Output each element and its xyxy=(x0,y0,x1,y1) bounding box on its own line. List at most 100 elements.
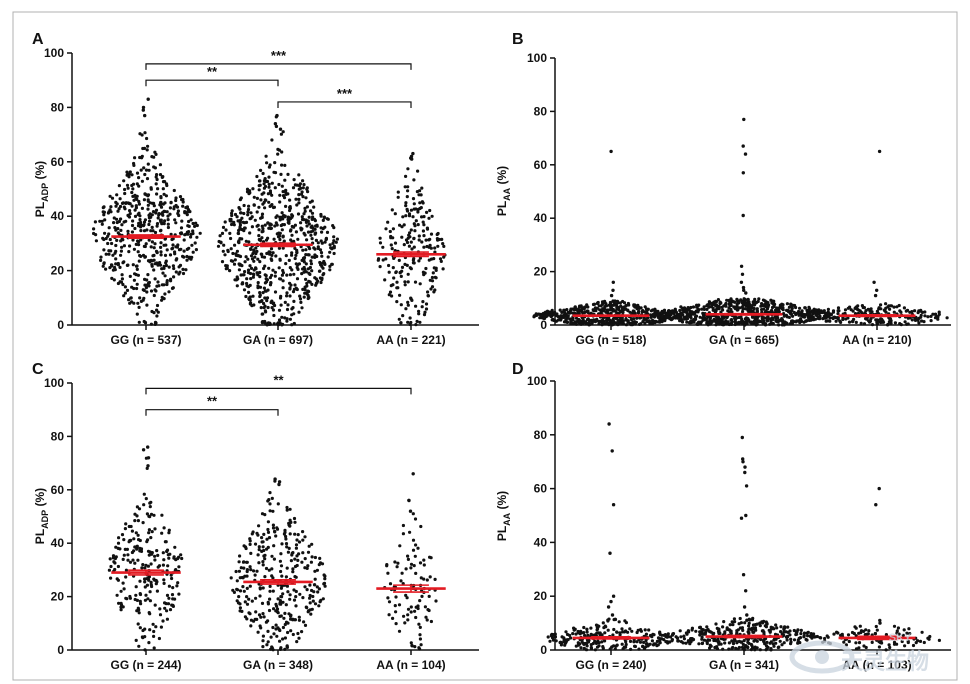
data-point xyxy=(136,240,141,244)
data-point xyxy=(266,629,270,634)
data-point xyxy=(182,238,186,242)
data-point xyxy=(173,218,177,222)
data-point xyxy=(102,213,106,217)
data-point xyxy=(132,537,136,541)
data-point xyxy=(117,601,121,605)
data-point xyxy=(308,596,312,600)
data-point xyxy=(189,218,193,222)
data-point xyxy=(149,289,154,293)
data-point xyxy=(120,533,125,537)
data-point xyxy=(279,614,283,618)
data-point xyxy=(217,239,221,244)
data-point xyxy=(154,175,158,179)
data-point xyxy=(742,605,747,609)
data-point xyxy=(728,303,732,307)
data-point xyxy=(765,622,769,626)
data-point xyxy=(288,597,292,601)
data-point xyxy=(271,523,275,527)
figure-border xyxy=(12,11,958,681)
data-point xyxy=(644,307,649,311)
y-tick-label: 0 xyxy=(57,318,64,332)
point-cluster xyxy=(216,113,339,327)
data-point xyxy=(269,647,273,651)
data-point xyxy=(262,182,266,186)
data-point xyxy=(741,321,745,325)
data-point xyxy=(301,551,305,555)
point-cluster xyxy=(229,477,327,652)
data-point xyxy=(148,515,152,519)
data-point xyxy=(165,549,169,553)
data-point xyxy=(142,319,146,324)
data-point xyxy=(685,315,689,319)
data-point xyxy=(147,528,151,532)
data-point xyxy=(137,608,141,612)
data-point xyxy=(149,186,153,190)
watermark: 天灵生物 SKY xyxy=(789,632,929,674)
data-point xyxy=(782,312,786,316)
data-point xyxy=(624,640,628,644)
data-point xyxy=(416,169,420,173)
data-point xyxy=(126,263,130,267)
data-point xyxy=(147,641,151,645)
x-category-label: GA (n = 341) xyxy=(709,658,779,672)
data-point xyxy=(245,574,249,578)
data-point xyxy=(147,222,151,227)
data-point xyxy=(768,317,772,321)
data-point xyxy=(167,556,171,560)
data-point xyxy=(610,613,615,617)
data-point xyxy=(286,172,290,176)
data-point xyxy=(716,640,720,644)
data-point xyxy=(280,315,284,319)
data-point xyxy=(137,611,141,615)
data-point xyxy=(424,238,428,242)
data-point xyxy=(303,285,307,289)
data-point xyxy=(757,297,761,301)
data-point xyxy=(283,647,287,652)
data-point xyxy=(293,532,297,536)
data-point xyxy=(926,315,930,319)
data-point xyxy=(163,201,167,205)
data-point xyxy=(592,302,597,306)
data-point xyxy=(238,606,242,610)
data-point xyxy=(262,286,266,290)
data-point xyxy=(283,530,287,535)
data-point xyxy=(138,592,143,597)
data-point xyxy=(609,149,613,154)
data-point xyxy=(307,215,311,219)
data-point xyxy=(272,237,276,241)
data-point xyxy=(423,605,427,609)
data-point xyxy=(698,315,702,319)
data-point xyxy=(132,286,136,291)
data-point xyxy=(739,516,744,520)
data-point xyxy=(239,211,243,215)
data-point xyxy=(101,210,105,214)
data-point xyxy=(293,256,297,261)
data-point xyxy=(629,322,633,326)
data-point xyxy=(631,309,635,313)
data-point xyxy=(726,309,730,313)
significance-bracket: ** xyxy=(145,64,279,87)
data-point xyxy=(319,226,323,230)
data-point xyxy=(613,647,617,651)
data-point xyxy=(148,201,152,205)
point-cluster xyxy=(376,151,447,327)
data-point xyxy=(107,249,111,253)
data-point xyxy=(398,271,402,275)
data-point xyxy=(260,536,264,540)
data-point xyxy=(297,310,301,314)
data-point xyxy=(286,550,290,554)
data-point xyxy=(395,300,399,304)
data-point xyxy=(242,560,246,564)
data-point xyxy=(420,215,424,219)
data-point xyxy=(378,241,383,245)
data-point xyxy=(407,244,411,248)
data-point xyxy=(743,470,747,475)
data-point xyxy=(148,599,152,603)
data-point xyxy=(775,626,779,630)
data-point xyxy=(137,507,142,511)
data-point xyxy=(285,645,289,649)
data-point xyxy=(807,307,811,311)
data-point xyxy=(325,217,329,221)
data-point xyxy=(258,294,262,299)
data-point xyxy=(242,203,246,208)
